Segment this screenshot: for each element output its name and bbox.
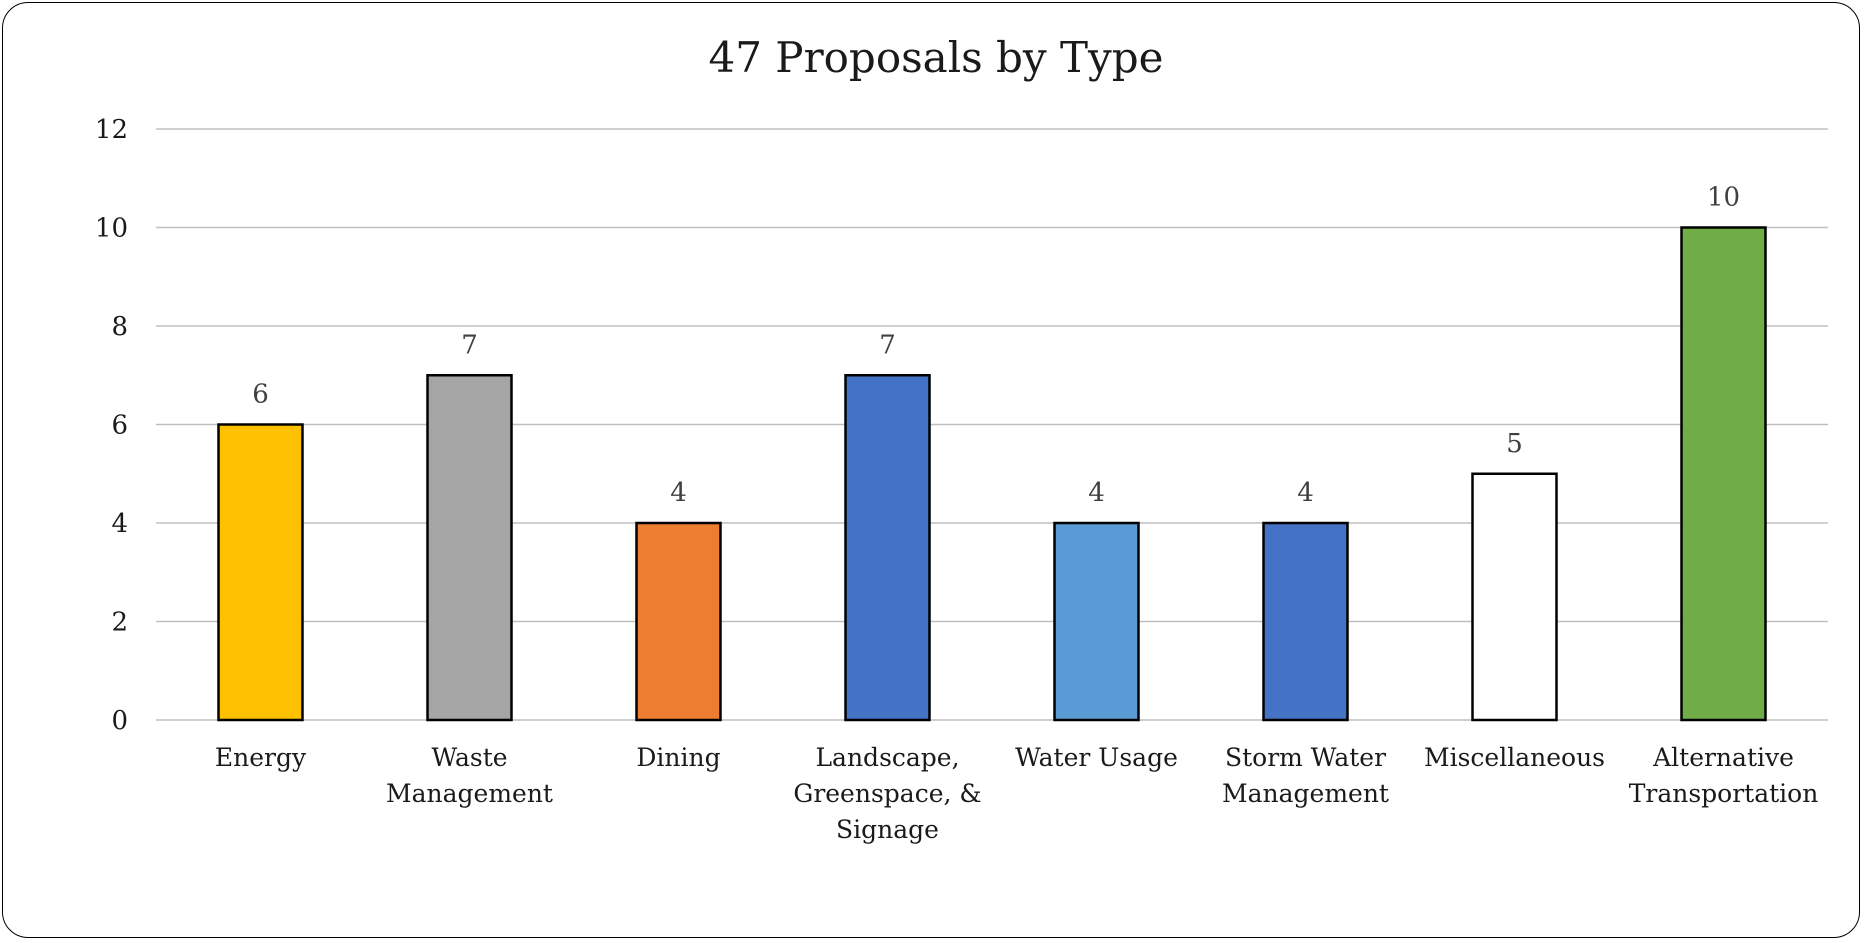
bar xyxy=(426,374,513,722)
x-tick-label: Storm Water Management xyxy=(1222,743,1389,808)
bar xyxy=(1680,226,1767,722)
data-label: 4 xyxy=(1297,478,1314,508)
y-tick-label: 8 xyxy=(111,312,128,342)
x-tick-label: Alternative Transportation xyxy=(1629,743,1819,808)
data-label: 4 xyxy=(1088,478,1105,508)
x-tick-label: Landscape, Greenspace, & Signage xyxy=(793,743,981,844)
y-tick-label: 12 xyxy=(95,115,128,145)
x-tick-label: Dining xyxy=(636,743,720,772)
y-axis: 0 2 4 6 8 10 12 xyxy=(95,115,128,736)
bar xyxy=(1053,521,1140,722)
bar xyxy=(635,521,722,722)
bars xyxy=(217,226,1767,722)
y-tick-label: 6 xyxy=(111,411,128,441)
x-tick-label: Miscellaneous xyxy=(1424,743,1605,772)
data-label: 7 xyxy=(461,330,478,360)
data-label: 4 xyxy=(670,478,687,508)
bar xyxy=(217,423,304,722)
bar xyxy=(1262,521,1349,722)
x-tick-label: Waste Management xyxy=(386,743,553,808)
data-label: 10 xyxy=(1707,183,1740,213)
x-tick-label: Water Usage xyxy=(1015,743,1178,772)
data-label: 6 xyxy=(252,380,269,410)
y-tick-label: 2 xyxy=(111,608,128,638)
bar xyxy=(844,374,931,722)
data-label: 5 xyxy=(1506,429,1523,459)
y-tick-label: 0 xyxy=(111,706,128,736)
y-tick-label: 4 xyxy=(111,509,128,539)
data-labels: 6 7 4 7 4 4 5 10 xyxy=(252,183,1740,509)
chart-title: 47 Proposals by Type xyxy=(709,33,1164,82)
gridlines xyxy=(156,128,1828,721)
bar xyxy=(1471,472,1558,722)
x-tick-label: Energy xyxy=(215,743,307,772)
x-axis: Energy Waste Management Dining Landscape, Gre… xyxy=(215,743,1818,844)
y-tick-label: 10 xyxy=(95,214,128,244)
data-label: 7 xyxy=(879,330,896,360)
